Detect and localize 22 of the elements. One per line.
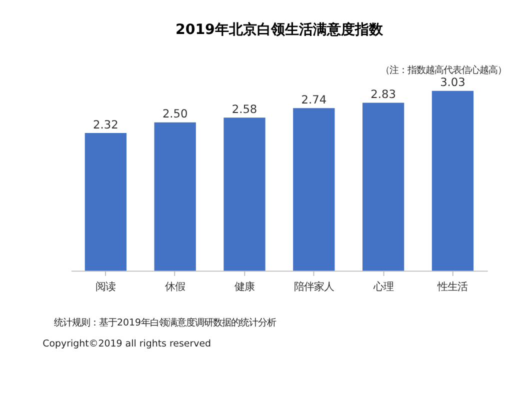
bar — [432, 90, 474, 271]
data-label: 2.58 — [232, 102, 258, 116]
data-label: 2.83 — [370, 87, 396, 102]
bar — [293, 108, 335, 271]
x-tick-label: 陪伴家人 — [294, 281, 334, 294]
data-label: 2.32 — [93, 117, 118, 132]
text: 统计规则：基于2019年白领满意度调研数据的统计分析 — [54, 318, 276, 329]
x-tick-label: 心理 — [372, 281, 394, 294]
x-tick-label: 休假 — [165, 281, 186, 294]
x-tick-label: 阅读 — [96, 281, 116, 294]
data-label: 3.03 — [440, 75, 466, 90]
bar — [224, 118, 266, 271]
data-label: 2.74 — [301, 92, 327, 106]
bar — [154, 122, 196, 271]
bar — [84, 133, 127, 271]
x-tick-label: 性生活 — [436, 281, 468, 294]
chart-subtitle: （注：指数越高代表信心越高） — [380, 64, 506, 76]
chart-title: 2019年北京白领生活满意度指数 — [175, 21, 384, 38]
x-tick-label: 健康 — [234, 281, 254, 294]
data-label: 2.50 — [162, 106, 188, 121]
bar — [362, 102, 404, 271]
text: Copyright©2019 all rights reserved — [42, 338, 212, 350]
